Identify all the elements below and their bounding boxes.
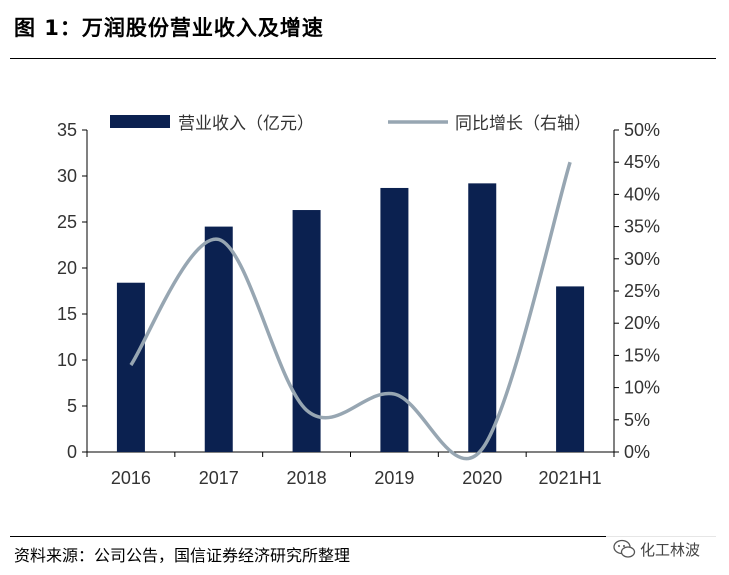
x-tick-label: 2016 bbox=[111, 468, 151, 488]
y2-tick-label: 40% bbox=[624, 184, 660, 204]
wechat-icon bbox=[613, 539, 636, 558]
y-tick-label: 20 bbox=[57, 258, 77, 278]
y2-tick-label: 45% bbox=[624, 152, 660, 172]
y-tick-label: 15 bbox=[57, 304, 77, 324]
watermark-text: 化工林波 bbox=[640, 541, 701, 559]
y-tick-label: 35 bbox=[57, 120, 77, 140]
y-tick-label: 30 bbox=[57, 166, 77, 186]
title-divider bbox=[10, 58, 716, 59]
y-tick-label: 0 bbox=[67, 442, 77, 462]
legend-bar-swatch bbox=[110, 115, 170, 128]
revenue-bar bbox=[204, 226, 233, 452]
y-tick-label: 25 bbox=[57, 212, 77, 232]
revenue-bar bbox=[116, 282, 145, 452]
y2-tick-label: 25% bbox=[624, 281, 660, 301]
footer-divider bbox=[10, 536, 716, 537]
growth-line bbox=[129, 161, 572, 461]
y-tick-label: 10 bbox=[57, 350, 77, 370]
x-tick-label: 2019 bbox=[374, 468, 414, 488]
revenue-bar bbox=[468, 183, 497, 453]
y2-tick-label: 50% bbox=[624, 120, 660, 140]
y2-tick-label: 0% bbox=[624, 442, 650, 462]
x-tick-label: 2017 bbox=[199, 468, 239, 488]
figure-title: 图 1：万润股份营业收入及增速 bbox=[14, 16, 324, 40]
plot-area: 0 5 10 15 20 25 30 35 0% 5% 10% 15% 20% 25% 30% 35% 40% 4… bbox=[57, 114, 660, 488]
legend-line-label: 同比增长（右轴） bbox=[455, 114, 591, 133]
revenue-bar bbox=[556, 286, 585, 452]
y2-tick-label: 20% bbox=[624, 313, 660, 333]
x-tick-label: 2020 bbox=[462, 468, 502, 488]
x-tick-label: 2018 bbox=[287, 468, 327, 488]
y2-tick-label: 30% bbox=[624, 249, 660, 269]
y2-tick-label: 10% bbox=[624, 378, 660, 398]
legend-bar-label: 营业收入（亿元） bbox=[178, 114, 314, 133]
x-tick-label: 2021H1 bbox=[539, 468, 602, 488]
y2-tick-label: 5% bbox=[624, 410, 650, 430]
revenue-bar bbox=[380, 187, 409, 452]
y-tick-label: 5 bbox=[67, 396, 77, 416]
revenue-growth-chart: 0 5 10 15 20 25 30 35 0% 5% 10% 15% 20% 25% 30% 35% 40% 4… bbox=[57, 114, 660, 488]
source-note: 资料来源：公司公告，国信证券经济研究所整理 bbox=[14, 546, 351, 565]
y2-tick-label: 35% bbox=[624, 217, 660, 237]
y2-tick-label: 15% bbox=[624, 345, 660, 365]
watermark: 化工林波 bbox=[606, 532, 726, 566]
